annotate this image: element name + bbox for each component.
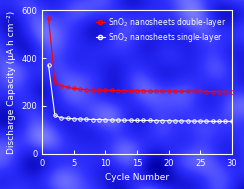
- Y-axis label: Discharge Capacity (μA h cm⁻²): Discharge Capacity (μA h cm⁻²): [7, 10, 16, 154]
- Legend: SnO$_2$ nanosheets double-layer, SnO$_2$ nanosheets single-layer: SnO$_2$ nanosheets double-layer, SnO$_2$…: [94, 14, 228, 46]
- X-axis label: Cycle Number: Cycle Number: [105, 173, 169, 182]
